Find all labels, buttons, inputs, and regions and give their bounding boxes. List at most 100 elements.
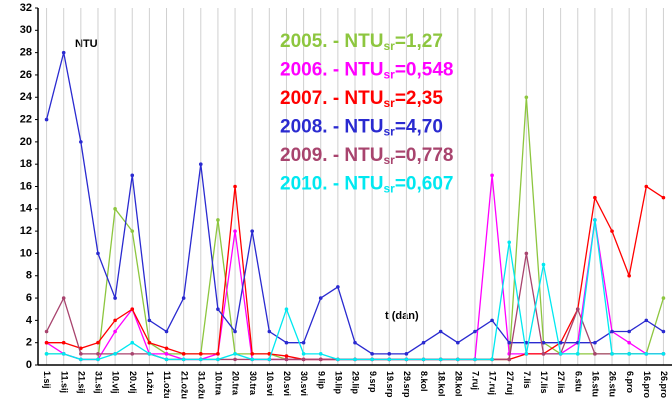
point (44, 329, 49, 334)
point (593, 195, 597, 200)
point (524, 340, 529, 345)
point (370, 357, 374, 362)
point (79, 357, 83, 362)
legend-sub: sr (383, 39, 395, 53)
point (216, 307, 220, 312)
point (301, 340, 306, 345)
x-tick-label: 9.srp (368, 371, 378, 393)
point (387, 357, 392, 362)
y-tick-label: 12 (20, 225, 32, 237)
y-tick-label: 16 (20, 180, 32, 192)
point (301, 352, 306, 356)
x-tick-label: 16.stu (591, 371, 601, 397)
y-tick-label: 8 (26, 270, 32, 282)
point (610, 229, 614, 233)
y-tick-label: 30 (20, 24, 32, 36)
x-tick-label: 27.ruj (505, 371, 515, 395)
point (593, 352, 597, 356)
point (627, 273, 631, 278)
point (644, 352, 649, 356)
legend-sub: sr (383, 182, 395, 196)
point (421, 357, 426, 362)
series (44, 218, 666, 362)
y-tick-label: 24 (20, 91, 33, 103)
legend-name: 2007. - NTU (280, 88, 383, 109)
x-tick-label: 9.lip (316, 371, 326, 390)
y-tick-label: 20 (20, 136, 32, 148)
x-tick-label: 26.pro (659, 371, 669, 399)
point (644, 318, 649, 323)
point (267, 357, 272, 362)
x-tick-label: 20.tra (231, 371, 241, 396)
x-tick-label: 28.kol (453, 371, 463, 397)
point (456, 340, 460, 345)
point (627, 352, 631, 356)
point (610, 352, 614, 356)
point (181, 357, 186, 362)
x-tick-label: 19.lip (333, 371, 343, 395)
point (79, 140, 83, 144)
point (438, 329, 443, 334)
point (147, 340, 152, 345)
legend-suffix: =0,778 (395, 145, 454, 166)
point (558, 352, 563, 356)
x-tick-label: 1.sij (42, 371, 52, 389)
legend-name: 2008. - NTU (280, 117, 383, 138)
point (661, 352, 666, 356)
legend-suffix: =1,27 (395, 31, 443, 52)
point (216, 218, 220, 222)
legend-entry: 2008. - NTUsr=4,70 (280, 117, 443, 139)
point (473, 329, 477, 334)
legend-sub: sr (383, 153, 395, 167)
point (438, 357, 443, 362)
y-tick-label: 22 (20, 113, 32, 125)
point (233, 329, 237, 334)
point (284, 340, 289, 345)
point (610, 329, 614, 334)
point (301, 357, 306, 362)
point (61, 352, 66, 356)
point (113, 329, 117, 334)
point (96, 340, 100, 345)
legend-name: 2006. - NTU (280, 60, 383, 81)
x-tick-label: 16.pro (642, 371, 652, 399)
y-tick-label: 4 (26, 314, 33, 326)
legend-name: 2010. - NTU (280, 174, 383, 195)
y-tick-label: 32 (20, 2, 32, 14)
x-tick-label: 11.sij (59, 371, 69, 393)
point (284, 354, 289, 358)
point (164, 357, 169, 362)
point (353, 357, 357, 362)
y-tick-label: 18 (20, 158, 32, 170)
x-tick-label: 17.ruj (488, 371, 498, 395)
point (233, 352, 237, 356)
point (113, 352, 117, 356)
x-tick-label: 31.sij (94, 371, 104, 394)
point (130, 340, 135, 345)
legend-entry: 2006. - NTUsr=0,548 (280, 60, 453, 82)
point (164, 352, 169, 356)
x-tick-label: 10.vlj (111, 371, 121, 394)
x-tick-label: 8.kol (419, 371, 429, 392)
x-tick-label: 21.ožu (179, 371, 189, 399)
point (130, 352, 135, 356)
legend-sub: sr (383, 96, 395, 110)
point (250, 229, 254, 233)
point (593, 340, 597, 345)
point (575, 352, 580, 356)
point (627, 329, 631, 334)
point (267, 329, 272, 334)
point (541, 262, 546, 267)
point (524, 352, 529, 356)
x-tick-label: 30.svi (299, 371, 309, 396)
point (61, 50, 66, 55)
x-tick-label: 10.tra (214, 371, 224, 396)
point (353, 340, 357, 345)
point (250, 352, 254, 356)
x-tick-label: 26.stu (608, 371, 618, 397)
legend-sub: sr (383, 68, 395, 82)
x-tick-label: 10.svi (265, 371, 275, 396)
point (593, 218, 597, 222)
x-tick-label: 31.ožu (196, 371, 206, 399)
point (233, 357, 237, 362)
